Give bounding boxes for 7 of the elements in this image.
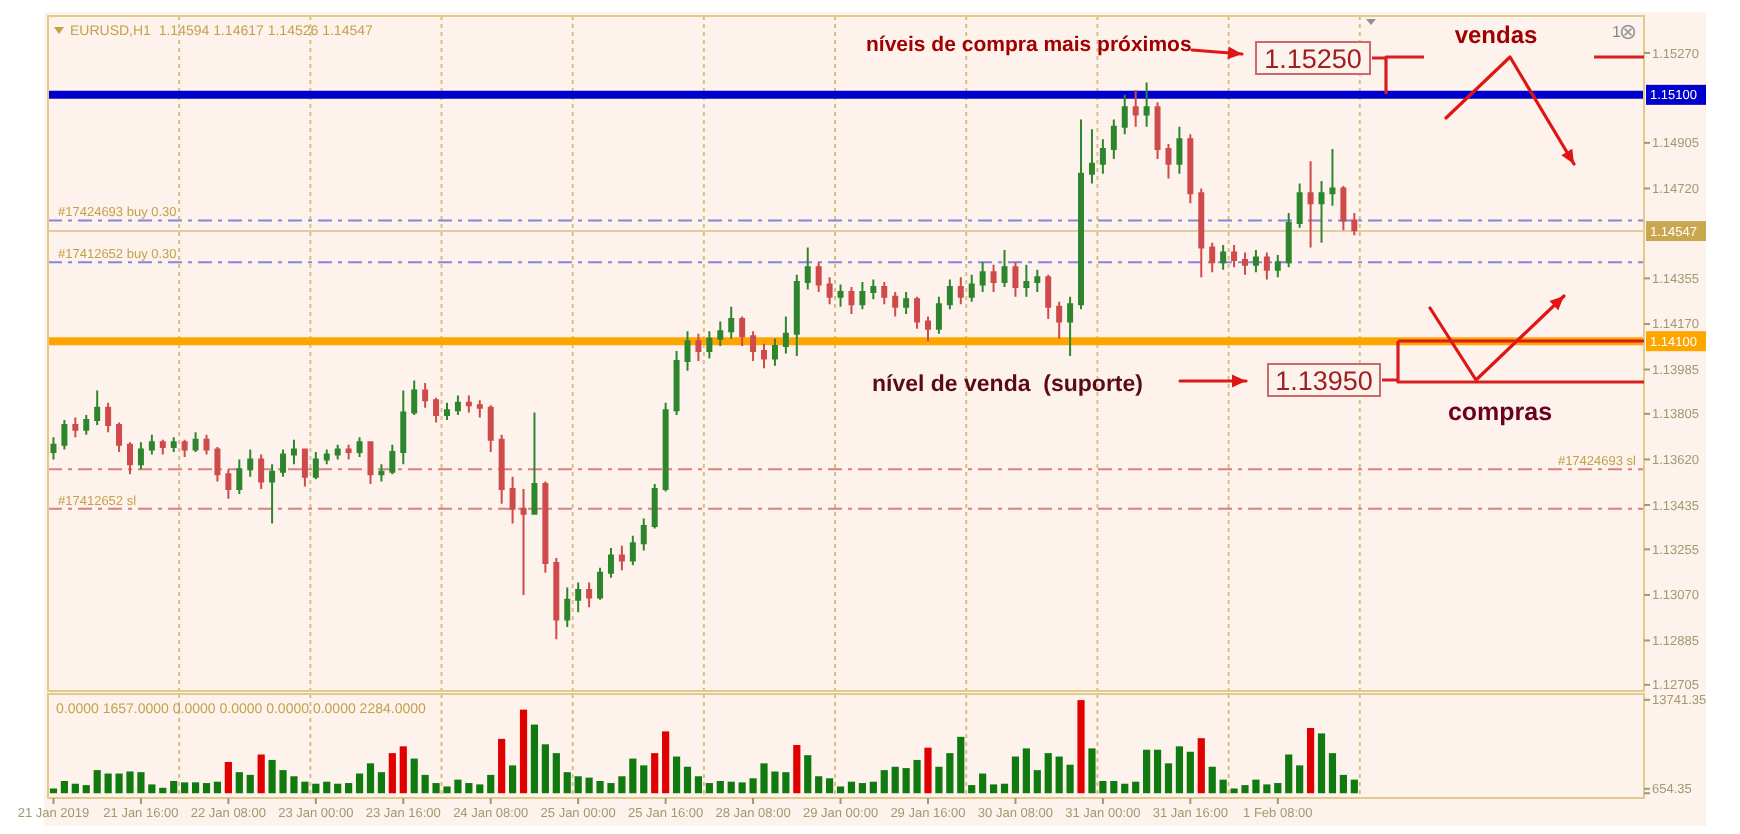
annotation: nível de venda (suporte)	[872, 373, 1144, 397]
annotation: 1	[1612, 23, 1622, 41]
annotation: 1.15250	[1264, 43, 1362, 74]
annotation: níveis de compra mais próximos	[866, 33, 1192, 57]
annotation: compras	[1447, 398, 1553, 426]
annotation: 1.13950	[1275, 365, 1373, 396]
annotation: vendas	[1454, 21, 1538, 49]
